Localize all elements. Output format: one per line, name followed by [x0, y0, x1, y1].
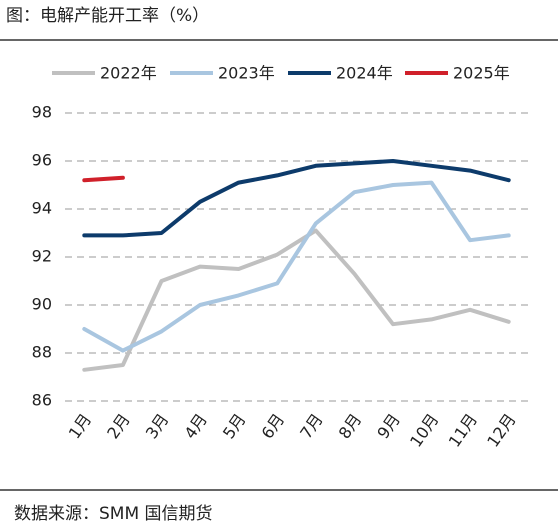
y-tick-label: 98: [32, 103, 52, 122]
y-tick-label: 90: [32, 295, 52, 314]
series-line: [82, 175, 125, 183]
x-tick-label: 2月: [103, 410, 134, 442]
legend-label: 2025年: [453, 64, 510, 83]
x-tick-label: 5月: [219, 410, 250, 442]
legend-label: 2024年: [336, 64, 393, 83]
chart-title: 图：电解产能开工率（%）: [6, 6, 209, 26]
legend-label: 2023年: [218, 64, 275, 83]
x-tick-label: 6月: [258, 410, 289, 442]
series-line: [82, 159, 511, 238]
x-tick-label: 11月: [445, 410, 481, 451]
series-line: [82, 228, 511, 372]
y-tick-label: 94: [32, 199, 52, 218]
x-tick-label: 10月: [406, 410, 442, 451]
x-tick-label: 7月: [296, 410, 327, 442]
series-line: [82, 180, 511, 353]
x-tick-label: 3月: [142, 410, 173, 442]
y-tick-label: 96: [32, 151, 52, 170]
legend-label: 2022年: [100, 64, 157, 83]
x-tick-label: 8月: [335, 410, 366, 442]
y-tick-label: 92: [32, 247, 52, 266]
x-tick-label: 4月: [180, 410, 211, 442]
x-tick-label: 9月: [373, 410, 404, 442]
y-tick-label: 88: [32, 343, 52, 362]
source: 数据来源：SMM 国信期货: [14, 504, 213, 524]
y-tick-label: 86: [32, 391, 52, 410]
x-tick-label: 12月: [483, 410, 519, 451]
x-tick-label: 1月: [65, 410, 96, 442]
